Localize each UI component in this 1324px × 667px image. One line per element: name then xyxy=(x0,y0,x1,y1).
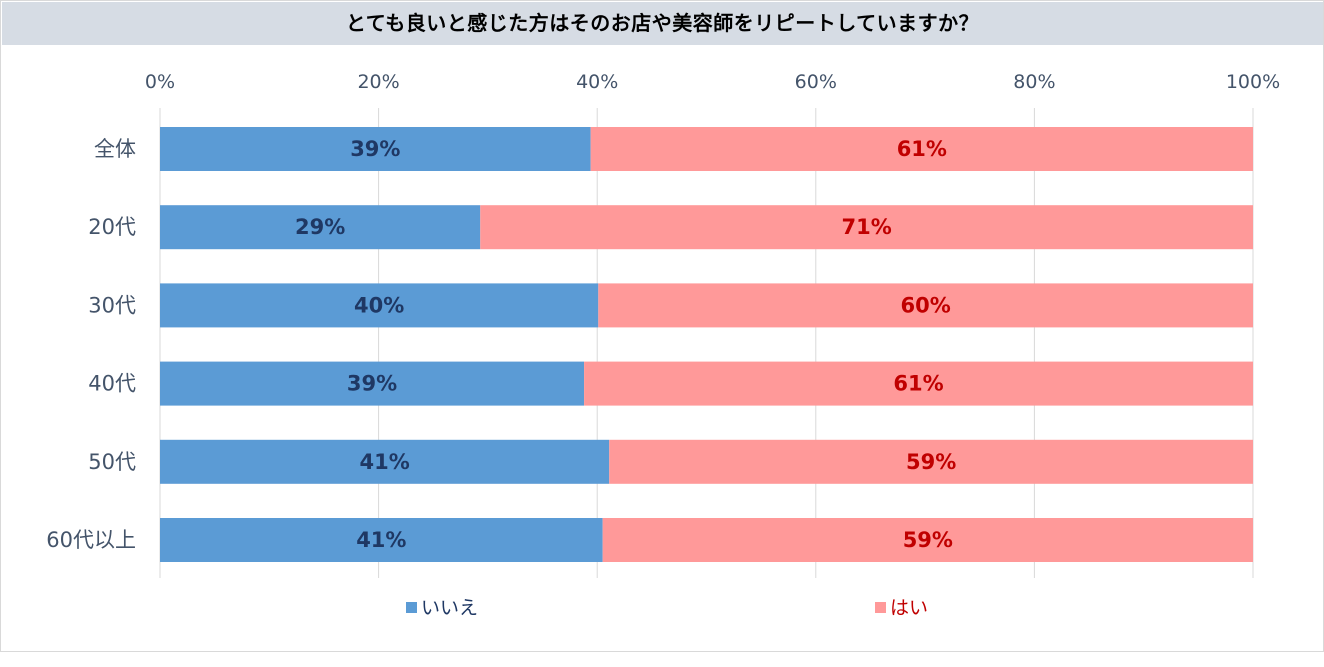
category-label: 60代以上 xyxy=(46,528,136,552)
x-tick-label: 20% xyxy=(357,71,399,93)
data-label-hai: 61% xyxy=(893,372,943,396)
bar-segment-hai xyxy=(590,127,1253,171)
data-label-hai: 61% xyxy=(897,137,947,161)
data-label-iie: 41% xyxy=(359,450,409,474)
x-tick-label: 80% xyxy=(1013,71,1055,93)
bar-segment-hai xyxy=(480,205,1253,250)
category-label: 30代 xyxy=(88,293,136,317)
data-label-iie: 39% xyxy=(350,137,400,161)
data-label-hai: 71% xyxy=(841,215,891,239)
data-label-hai: 59% xyxy=(906,450,956,474)
x-tick-label: 0% xyxy=(145,71,175,93)
data-label-iie: 29% xyxy=(295,215,345,239)
bar-segment-iie xyxy=(160,361,585,406)
legend-label-hai: はい xyxy=(890,597,928,619)
category-label: 50代 xyxy=(88,450,136,474)
bar-segment-iie xyxy=(160,518,603,562)
legend-label-iie: いいえ xyxy=(421,597,478,619)
bar-segment-iie xyxy=(160,439,610,484)
bar-segment-iie xyxy=(160,127,591,171)
x-tick-label: 40% xyxy=(576,71,618,93)
legend-swatch-iie xyxy=(406,602,417,613)
bar-segment-hai xyxy=(584,361,1253,406)
data-label-iie: 41% xyxy=(356,528,406,552)
data-label-iie: 39% xyxy=(347,372,397,396)
bar-segment-iie xyxy=(160,283,599,328)
data-label-hai: 60% xyxy=(901,293,951,317)
bar-segment-iie xyxy=(160,205,481,250)
bar-segment-hai xyxy=(609,439,1253,484)
category-label: 20代 xyxy=(88,215,136,239)
chart-title: とても良いと感じた方はそのお店や美容師をリピートしていますか？ xyxy=(345,11,980,35)
x-tick-label: 60% xyxy=(795,71,837,93)
category-label: 全体 xyxy=(94,137,136,161)
data-label-hai: 59% xyxy=(903,528,953,552)
category-label: 40代 xyxy=(88,372,136,396)
x-tick-label: 100% xyxy=(1226,71,1280,93)
bar-segment-hai xyxy=(602,518,1253,562)
title-bar: とても良いと感じた方はそのお店や美容師をリピートしていますか？ xyxy=(2,2,1323,45)
data-label-iie: 40% xyxy=(354,293,404,317)
bar-segment-hai xyxy=(598,283,1253,328)
legend-swatch-hai xyxy=(875,602,886,613)
